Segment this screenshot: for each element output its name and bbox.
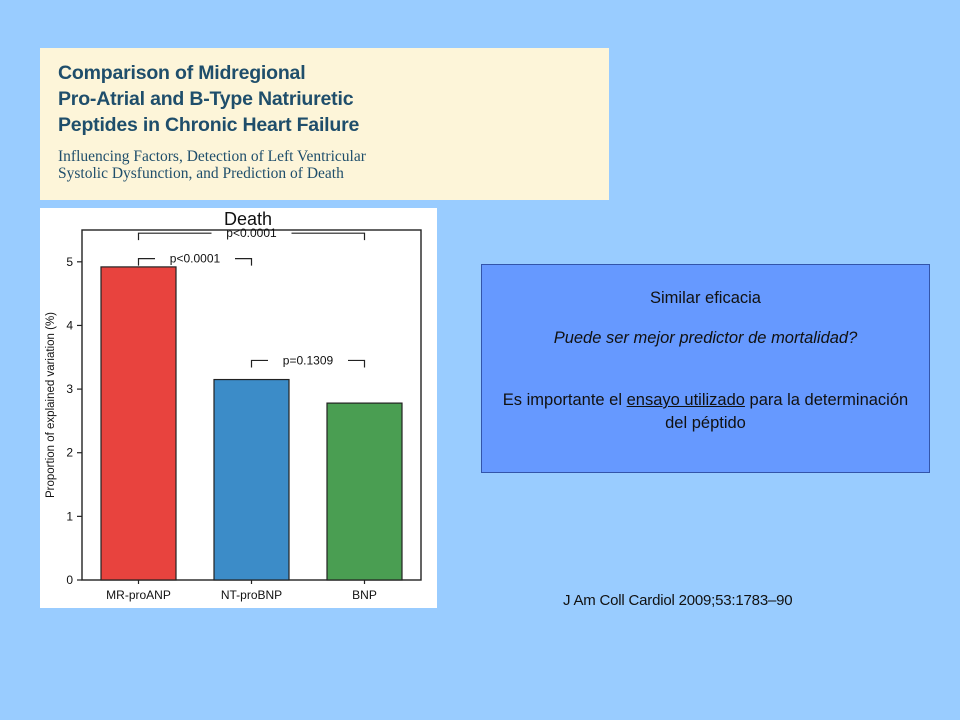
article-title-panel: Comparison of Midregional Pro-Atrial and…: [40, 48, 609, 200]
article-title-line: Peptides in Chronic Heart Failure: [58, 114, 360, 136]
y-tick-label: 5: [66, 255, 73, 269]
comparison-bracket-right: [348, 359, 366, 368]
comparison-bracket-left: [137, 258, 155, 266]
article-subtitle-line: Systolic Dysfunction, and Prediction of …: [58, 165, 344, 182]
x-tick-label: MR-proANP: [106, 588, 171, 602]
summary-line-assay: Es importante el ensayo utilizado para l…: [502, 389, 909, 435]
article-subtitle: Influencing Factors, Detection of Left V…: [58, 148, 609, 182]
article-title-line: Pro-Atrial and B-Type Natriuretic: [58, 88, 354, 110]
bar-chart: Death 0 1 2 3 4 5 Proportion of explained varia…: [45, 209, 422, 602]
x-tick-label: NT-proBNP: [221, 588, 282, 602]
article-title-line: Comparison of Midregional: [58, 62, 306, 84]
y-tick-label: 4: [66, 318, 73, 332]
death-chart-panel: Death 0 1 2 3 4 5 Proportion of explained varia…: [40, 208, 437, 608]
article-title: Comparison of Midregional Pro-Atrial and…: [58, 60, 609, 138]
comparison-p-value: p=0.1309: [283, 353, 334, 367]
article-subtitle-line: Influencing Factors, Detection of Left V…: [58, 148, 366, 165]
y-tick-label: 2: [66, 446, 73, 460]
chart-title: Death: [224, 209, 272, 229]
y-axis-label: Proportion of explained variation (%): [45, 312, 57, 498]
comparison-p-value: p<0.0001: [170, 252, 221, 266]
summary-line-predictor: Puede ser mejor predictor de mortalidad?: [553, 329, 858, 347]
bar: [326, 402, 403, 581]
y-tick-label: 1: [66, 509, 73, 523]
summary-box: Similar eficacia Puede ser mejor predict…: [481, 264, 930, 473]
comparison-bracket-right: [235, 258, 253, 266]
x-tick-label: BNP: [352, 588, 377, 602]
summary-line-assay-underlined: ensayo utilizado: [626, 391, 745, 409]
bar: [213, 378, 290, 581]
y-tick-label: 3: [66, 382, 73, 396]
summary-line-efficacy: Similar eficacia: [650, 289, 761, 307]
citation: J Am Coll Cardiol 2009;53:1783–90: [563, 592, 793, 609]
summary-line-assay-post: para la determinación del péptido: [665, 391, 909, 432]
y-tick-label: 0: [66, 573, 73, 587]
summary-line-assay-pre: Es importante el: [502, 391, 627, 409]
comparison-bracket-left: [250, 359, 268, 368]
comparison-bracket-left: [137, 232, 212, 241]
comparison-p-value: p<0.0001: [226, 226, 277, 240]
bar: [100, 266, 177, 581]
comparison-bracket-right: [291, 232, 366, 241]
